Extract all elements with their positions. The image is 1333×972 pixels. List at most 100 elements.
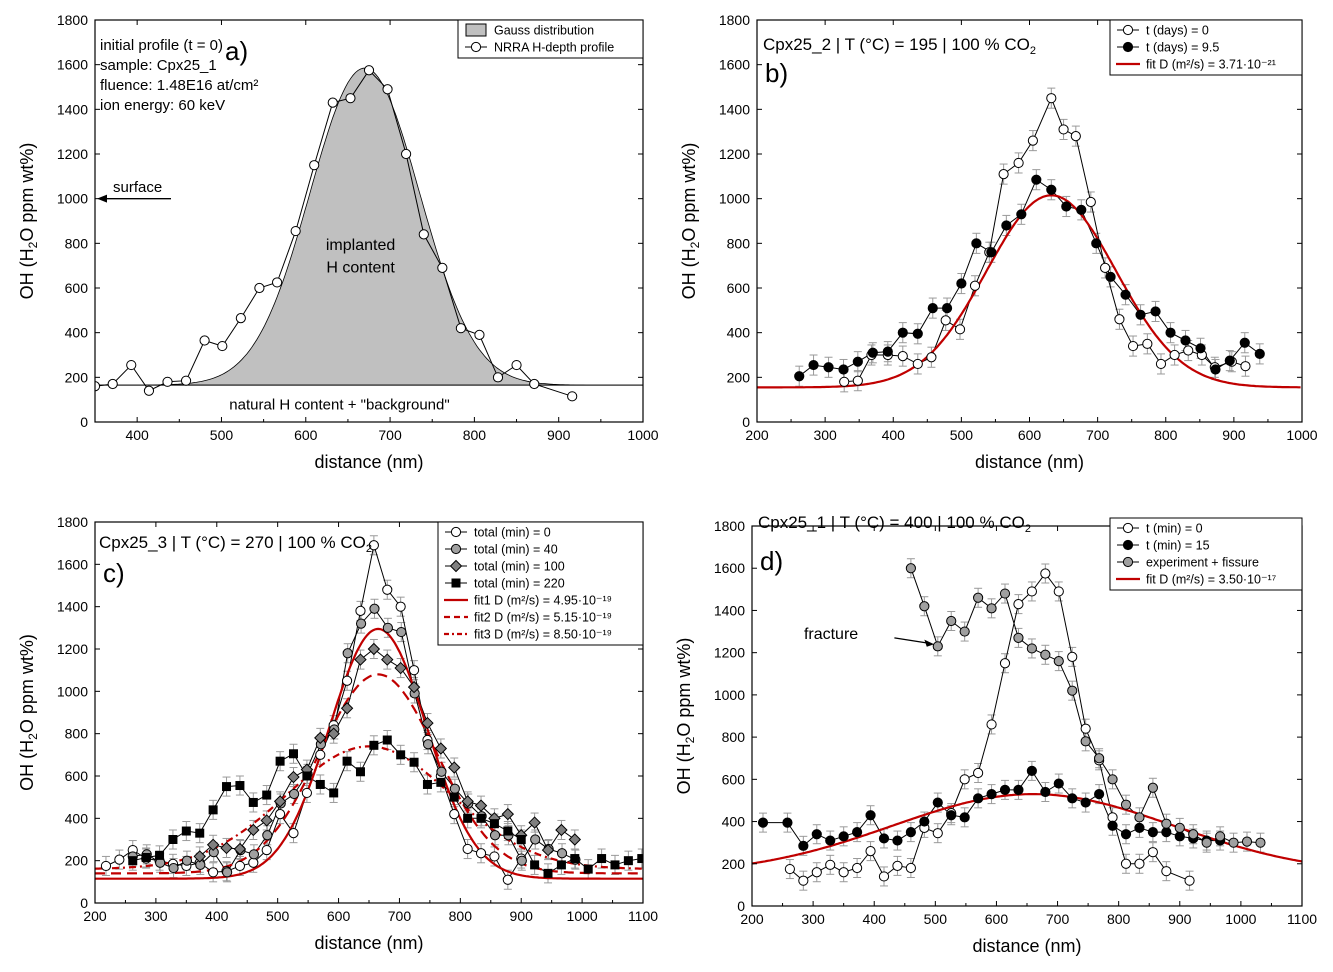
data-point: [1188, 829, 1199, 840]
data-point: [128, 856, 138, 866]
data-point: [262, 790, 272, 800]
data-point: [451, 578, 461, 588]
data-point: [556, 860, 566, 870]
data-point: [1134, 812, 1145, 823]
data-point: [1070, 131, 1081, 142]
data-point: [247, 823, 260, 837]
data-point: [1228, 837, 1239, 848]
data-point: [1155, 358, 1167, 370]
plot-area: [95, 535, 643, 890]
y-tick-label: 1400: [57, 101, 88, 117]
data-point: [275, 809, 286, 820]
x-tick-label: 800: [1154, 427, 1178, 443]
y-axis-label: OH (H2O ppm wt%): [674, 638, 697, 795]
x-tick-label: 900: [510, 908, 534, 924]
data-point: [126, 359, 137, 371]
data-point: [1122, 556, 1134, 568]
legend-label: Gauss distribution: [494, 24, 594, 38]
panel-title: Cpx25_3 | T (°C) = 270 | 100 % CO2: [99, 533, 372, 555]
y-axis-label-sub: 2: [26, 733, 40, 740]
y-tick-label: 1600: [719, 57, 750, 73]
data-point: [143, 385, 155, 396]
data-point: [973, 767, 984, 779]
y-axis-label-part: OH (H: [674, 743, 694, 794]
data-point: [1134, 822, 1145, 833]
data-point: [1067, 651, 1078, 662]
data-point: [623, 856, 633, 866]
legend-label: total (min) = 100: [474, 560, 565, 574]
data-point: [448, 761, 461, 774]
data-point: [1161, 866, 1172, 877]
data-point: [193, 850, 206, 863]
y-tick-label: 1000: [719, 191, 750, 207]
data-point: [1215, 831, 1226, 842]
data-point: [1026, 586, 1037, 597]
data-point: [354, 653, 367, 666]
data-point: [233, 842, 247, 856]
data-point: [1120, 289, 1131, 300]
data-point: [757, 817, 769, 828]
data-point: [912, 328, 923, 339]
y-axis-label-part: O ppm wt%): [17, 634, 37, 733]
legend-label: fit D (m²/s) = 3.50·10⁻¹⁷: [1146, 573, 1277, 587]
data-point: [1147, 827, 1158, 838]
data-point: [1027, 135, 1039, 146]
data-point: [1224, 355, 1235, 366]
data-point: [315, 779, 325, 789]
fracture-arrowhead: [924, 639, 935, 647]
data-point: [314, 731, 327, 745]
data-point: [290, 225, 301, 237]
data-point: [418, 229, 429, 240]
data-point: [363, 65, 375, 76]
info-line: sample: Cpx25_1: [100, 57, 217, 74]
data-point: [1120, 858, 1132, 869]
data-point: [1122, 539, 1134, 551]
data-point: [1094, 753, 1105, 764]
data-point: [1053, 586, 1064, 597]
x-tick-label: 500: [266, 908, 290, 924]
x-tick-label: 900: [1168, 911, 1192, 927]
x-tick-label: 500: [950, 427, 974, 443]
data-point: [396, 750, 406, 760]
data-point: [926, 352, 937, 363]
y-tick-label: 1800: [57, 12, 88, 28]
data-point: [1105, 271, 1116, 282]
data-point: [437, 262, 448, 273]
data-point: [878, 871, 890, 882]
legend-label: fit2 D (m²/s) = 5.15·10⁻¹⁹: [474, 611, 612, 625]
data-point: [1254, 348, 1265, 359]
y-tick-label: 400: [722, 814, 746, 830]
data-point: [932, 641, 943, 652]
data-point: [941, 303, 953, 314]
data-point: [1026, 765, 1037, 776]
data-point: [516, 835, 526, 844]
x-tick-label: 300: [801, 911, 825, 927]
data-point: [999, 588, 1011, 599]
data-point: [461, 795, 474, 808]
data-point: [1080, 723, 1091, 734]
data-point: [1239, 337, 1250, 348]
data-point: [449, 792, 459, 802]
y-tick-label: 200: [722, 856, 746, 872]
data-point: [838, 867, 849, 878]
y-tick-label: 200: [65, 369, 89, 385]
y-axis-label-part: OH (H: [17, 248, 37, 299]
data-point: [208, 805, 218, 815]
y-tick-label: 1600: [57, 57, 88, 73]
data-point: [409, 757, 419, 767]
x-axis-label: distance (nm): [972, 936, 1081, 956]
y-tick-label: 0: [80, 895, 88, 911]
y-axis-label-part: OH (H: [679, 248, 699, 299]
data-point: [222, 782, 232, 792]
data-point: [1184, 875, 1195, 886]
data-point: [260, 814, 273, 827]
x-tick-label: 400: [882, 427, 906, 443]
data-point: [489, 851, 500, 862]
x-tick-label: 600: [294, 427, 318, 443]
data-point: [1016, 209, 1027, 220]
data-point: [940, 315, 951, 326]
legend-label: t (days) = 9.5: [1146, 41, 1219, 55]
x-axis-label: distance (nm): [975, 452, 1084, 472]
data-point: [288, 828, 299, 839]
x-tick-label: 1000: [1286, 427, 1317, 443]
